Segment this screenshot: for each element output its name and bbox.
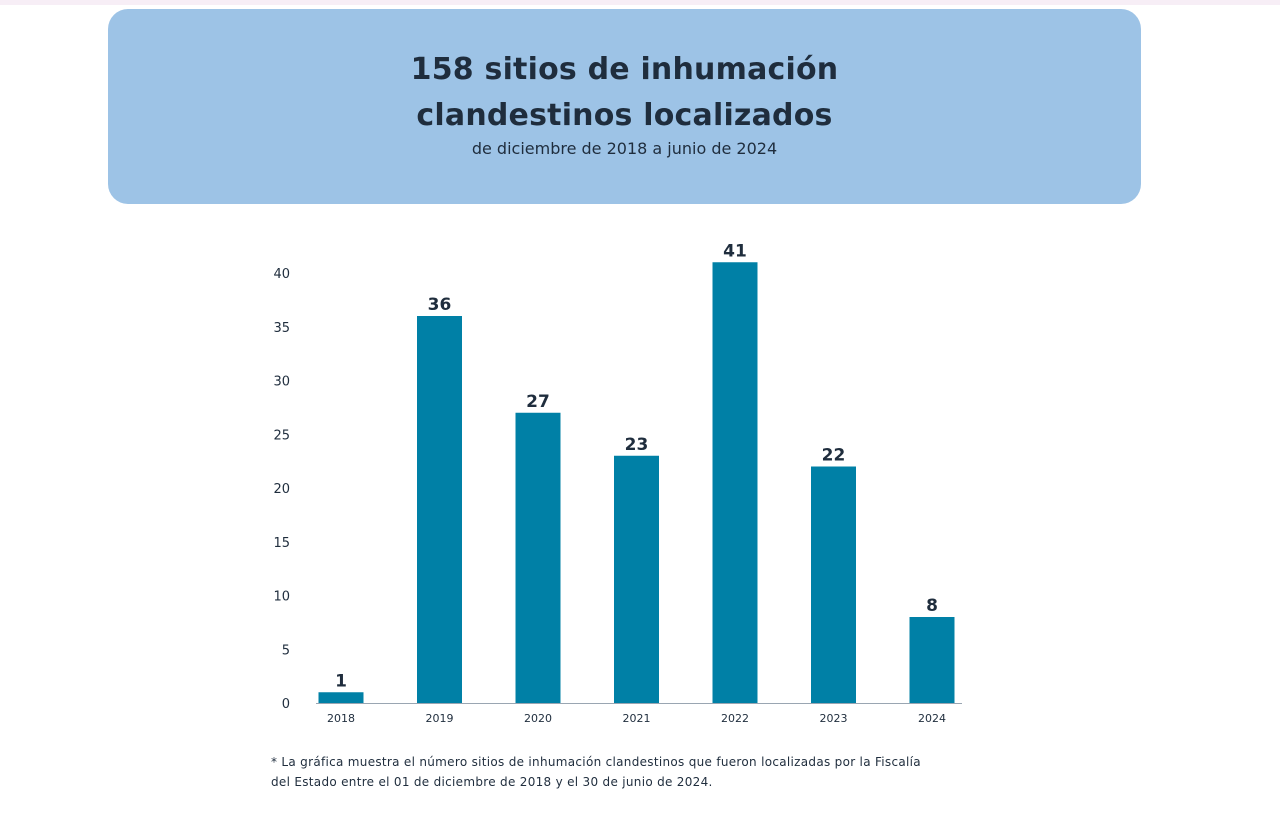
y-tick-label: 25: [273, 428, 290, 443]
x-tick-label-2024: 2024: [918, 712, 946, 725]
bar-2022: [712, 262, 758, 703]
x-tick-label-2022: 2022: [721, 712, 749, 725]
bar-2021: [614, 455, 659, 703]
y-tick-label: 5: [282, 643, 290, 658]
footnote-line-2: del Estado entre el 01 de diciembre de 2…: [271, 775, 713, 789]
chart-title-line-2: clandestinos localizados: [416, 98, 833, 133]
chart-title: 158 sitios de inhumación clandestinos lo…: [108, 47, 1141, 139]
y-tick-label: 35: [273, 321, 290, 336]
y-tick-label: 0: [282, 697, 290, 712]
y-tick-label: 20: [273, 482, 290, 497]
chart-title-line-1: 158 sitios de inhumación: [410, 52, 839, 87]
x-tick-label-2023: 2023: [820, 712, 848, 725]
bar-2024: [909, 617, 955, 703]
bar-2019: [417, 316, 462, 703]
y-tick-label: 40: [273, 267, 290, 282]
bar-2023: [811, 466, 856, 703]
y-tick-label: 10: [273, 590, 290, 605]
x-tick-label-2020: 2020: [524, 712, 552, 725]
y-tick-label: 15: [273, 536, 290, 551]
data-label-2021: 23: [625, 435, 649, 455]
footnote: * La gráfica muestra el número sitios de…: [271, 752, 991, 792]
data-label-2019: 36: [428, 295, 452, 315]
bar-2018: [318, 692, 364, 703]
data-label-2022: 41: [723, 241, 747, 261]
data-label-2024: 8: [926, 596, 938, 616]
x-tick-label-2019: 2019: [426, 712, 454, 725]
data-label-2020: 27: [526, 392, 550, 412]
footnote-line-1: * La gráfica muestra el número sitios de…: [271, 755, 921, 769]
data-label-2018: 1: [335, 671, 347, 691]
bar-2020: [515, 412, 561, 703]
title-banner: 158 sitios de inhumación clandestinos lo…: [108, 9, 1141, 204]
chart-subtitle: de diciembre de 2018 a junio de 2024: [471, 139, 778, 158]
x-tick-label-2021: 2021: [623, 712, 651, 725]
data-label-2023: 22: [822, 446, 846, 466]
top-strip: [0, 0, 1280, 5]
y-tick-label: 30: [273, 375, 290, 390]
x-tick-label-2018: 2018: [327, 712, 355, 725]
